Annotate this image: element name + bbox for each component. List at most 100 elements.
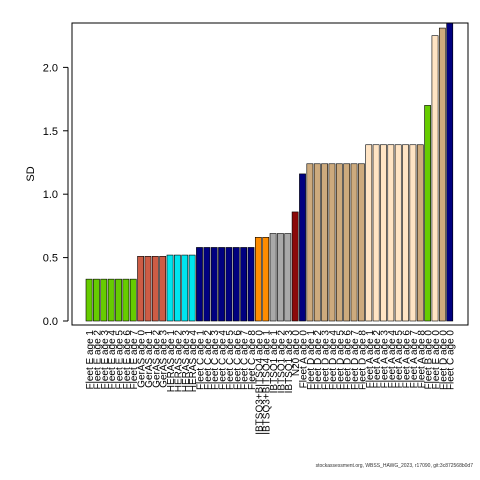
- bar: [277, 233, 284, 322]
- x-tick-label: GerAS age 3: [159, 330, 170, 388]
- x-tick-label: Fleet C age 3: [210, 330, 221, 390]
- x-tick-label: Fleet D age 2: [313, 330, 324, 390]
- plot-frame: [71, 22, 469, 326]
- x-tick-label: GerAS age 2: [151, 330, 162, 388]
- bar: [409, 144, 417, 322]
- x-tick-label: Fleet C age 7: [240, 330, 251, 390]
- bar: [144, 256, 152, 322]
- bar: [151, 256, 159, 322]
- bar: [210, 247, 218, 322]
- bar: [107, 278, 115, 322]
- bar: [254, 237, 262, 322]
- x-tick-label: Fleet E age 5: [115, 330, 126, 390]
- x-tick-label: Fleet D age 1: [306, 330, 317, 390]
- x-tick-label: Fleet D age 0: [438, 330, 449, 390]
- x-tick-label: Fleet A age 1: [365, 330, 376, 389]
- bar: [240, 247, 248, 322]
- y-tick-label: 0.5: [43, 253, 58, 265]
- y-tick-label: 1.0: [43, 189, 58, 201]
- bar: [380, 144, 387, 322]
- bar: [159, 256, 167, 322]
- bar: [225, 247, 233, 322]
- bar: [174, 254, 181, 322]
- bar: [416, 144, 424, 322]
- bars-layer: [85, 22, 454, 322]
- bar: [365, 144, 373, 322]
- x-tick-label: Fleet A age 0: [299, 330, 310, 389]
- x-tick-label: Fleet A age 4: [387, 330, 398, 389]
- x-tick-label: Fleet D age 4: [328, 330, 339, 390]
- bar: [269, 233, 277, 322]
- x-tick-label: Fleet E age 6: [122, 330, 133, 390]
- x-tick-label: Fleet A age 2: [372, 330, 383, 389]
- x-tick-label: Fleet C age 6: [232, 330, 243, 390]
- bar: [438, 27, 446, 322]
- x-tick-label: Fleet E age 7: [129, 330, 140, 390]
- bar: [299, 173, 306, 322]
- bar: [188, 254, 196, 322]
- x-tick-label: Fleet B age 0: [424, 330, 435, 390]
- x-tick-label: Fleet A age 3: [379, 330, 390, 389]
- x-tick-label: GerAS age 0: [137, 330, 148, 388]
- bar: [284, 233, 292, 322]
- y-axis: 0.0 0.5 1.0 1.5 2.0: [43, 62, 69, 328]
- x-tick-label: Fleet D age 5: [335, 330, 346, 390]
- bar: [93, 278, 100, 322]
- bar: [387, 144, 395, 322]
- bar: [424, 105, 432, 322]
- y-tick-label: 2.0: [43, 62, 58, 74]
- x-tick-label: Fleet A age 8: [416, 330, 427, 389]
- x-tick-label: HERAS age 4: [188, 330, 199, 393]
- bar: [262, 237, 270, 322]
- x-tick-label: GerAS age 1: [144, 330, 155, 388]
- bar: [306, 163, 314, 322]
- x-tick-label: Fleet C age 0: [446, 330, 457, 390]
- x-tick-label: Fleet D age 7: [350, 330, 361, 390]
- bar: [247, 247, 255, 322]
- bar: [181, 254, 189, 322]
- bar: [203, 247, 211, 322]
- bar: [115, 278, 122, 322]
- bar: [218, 247, 225, 322]
- x-tick-label: HERAS age 3: [181, 330, 192, 393]
- y-tick-label: 1.5: [43, 126, 58, 138]
- bar: [350, 163, 358, 322]
- x-tick-label: Fleet E age 2: [92, 330, 103, 390]
- bar: [129, 278, 137, 322]
- bar: [431, 35, 439, 322]
- x-tick-label: IBTSQ3+BITSQ4 age 1: [262, 330, 273, 435]
- x-tick-label: Fleet E age 4: [107, 330, 118, 390]
- x-tick-label: IBTSQ1 age 3: [284, 330, 295, 394]
- x-tick-label: N20 age 0: [291, 330, 302, 377]
- x-tick-label: Fleet C age 2: [203, 330, 214, 390]
- x-tick-label: Fleet D age 8: [357, 330, 368, 390]
- x-tick-label: Fleet C age 4: [218, 330, 229, 390]
- x-tick-label: Fleet D age 3: [321, 330, 332, 390]
- bar: [343, 163, 351, 322]
- x-tick-label: Fleet E age 1: [85, 330, 96, 390]
- y-tick-label: 0.0: [43, 316, 58, 328]
- y-axis-label: SD: [25, 166, 37, 181]
- x-tick-label: Fleet A age 6: [402, 330, 413, 389]
- x-tick-label: Fleet C age 5: [225, 330, 236, 390]
- bar: [196, 247, 203, 322]
- x-tick-label: Fleet A age 7: [409, 330, 420, 389]
- bar: [100, 278, 108, 322]
- bar: [137, 256, 144, 322]
- bar: [394, 144, 402, 322]
- bar: [372, 144, 380, 322]
- bar: [358, 163, 365, 322]
- x-tick-label: Fleet C age 8: [247, 330, 258, 390]
- footnote: stockassessment.org, WBSS_HAWG_2023, r17…: [315, 463, 473, 469]
- bar: [321, 163, 328, 322]
- x-tick-label: HERAS age 1: [166, 330, 177, 393]
- bar: [402, 144, 409, 322]
- bar: [328, 163, 336, 322]
- bar: [85, 278, 93, 322]
- x-tick-label: Fleet E age 3: [100, 330, 111, 390]
- bar: [166, 254, 174, 322]
- x-tick-label: IBTSQ1 age 1: [269, 330, 280, 394]
- x-tick-label: Fleet A age 5: [394, 330, 405, 389]
